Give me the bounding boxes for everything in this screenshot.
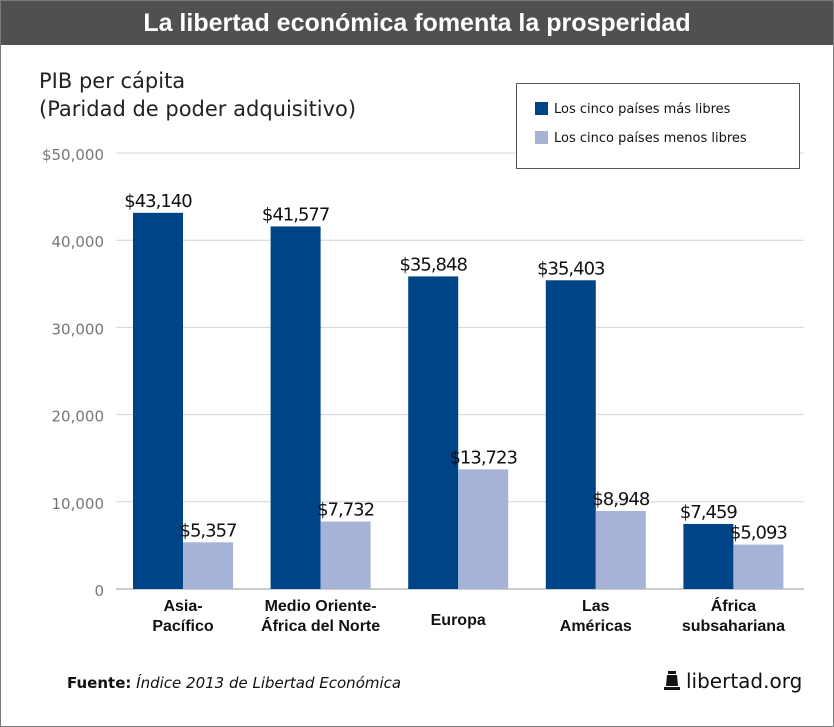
bell-icon (664, 671, 680, 690)
data-label: $7,732 (317, 500, 374, 521)
bar-free (133, 212, 183, 589)
bar-unfree (595, 510, 646, 589)
source-text: Índice 2013 de Libertad Económica (136, 674, 402, 692)
bar-chart: 0 10,000 20,000 30,000 40,000 $50,000 $43,140 $… (42, 146, 804, 635)
bar-free (270, 226, 321, 590)
x-category-label: subsahariana (682, 618, 785, 635)
source-label: Fuente: (67, 674, 132, 692)
legend-label-free: Los cinco países más libres (554, 102, 731, 117)
data-label: $43,140 (124, 191, 192, 212)
x-category-label: Asia- (163, 598, 202, 615)
y-tick-label: 10,000 (52, 495, 105, 513)
brand[interactable]: libertad.org (664, 669, 802, 693)
x-category-label: Medio Oriente- (265, 598, 377, 615)
x-category-label: Europa (431, 612, 486, 629)
data-label: $5,093 (730, 523, 788, 544)
legend-swatch-unfree (535, 131, 548, 144)
x-category-label: África (711, 596, 756, 615)
x-category-label: Américas (560, 618, 632, 635)
data-label: $35,403 (537, 258, 605, 279)
subtitle-line-1: PIB per cápita (39, 69, 186, 93)
data-label: $35,848 (399, 254, 467, 275)
x-category-label: Las (582, 598, 610, 615)
bar-unfree (733, 544, 784, 589)
bar-unfree (183, 542, 233, 589)
chart-title: La libertad económica fomenta la prosper… (1, 1, 833, 45)
data-label: $13,723 (449, 447, 517, 468)
chart-subtitle: PIB per cápita (Paridad de poder adquisi… (39, 67, 356, 123)
bar-unfree (458, 469, 509, 589)
y-tick-label: 30,000 (52, 320, 105, 338)
x-category-label: Pacífico (152, 618, 214, 635)
x-category-label: África del Norte (261, 616, 380, 635)
legend-item-free: Los cinco países más libres (535, 102, 730, 117)
data-label: $7,459 (680, 502, 738, 523)
y-tick-label: 40,000 (52, 233, 105, 251)
y-tick-label: 0 (94, 582, 104, 600)
legend-swatch-free (535, 102, 548, 115)
data-label: $5,357 (180, 520, 237, 541)
legend-item-unfree: Los cinco países menos libres (535, 131, 747, 146)
brand-text: libertad.org (686, 669, 803, 693)
subtitle-line-2: (Paridad de poder adquisitivo) (39, 97, 357, 121)
bar-unfree (320, 521, 371, 589)
data-label: $41,577 (262, 204, 329, 225)
bar-free (408, 276, 459, 589)
legend-label-unfree: Los cinco países menos libres (554, 131, 747, 146)
legend: Los cinco países más libres Los cinco pa… (516, 83, 800, 169)
y-tick-label: $50,000 (42, 146, 104, 164)
bar-free (545, 280, 596, 589)
source-note: Fuente: Índice 2013 de Libertad Económic… (67, 674, 401, 692)
y-tick-label: 20,000 (52, 408, 105, 426)
data-label: $8,948 (592, 489, 650, 510)
bar-free (683, 523, 734, 589)
